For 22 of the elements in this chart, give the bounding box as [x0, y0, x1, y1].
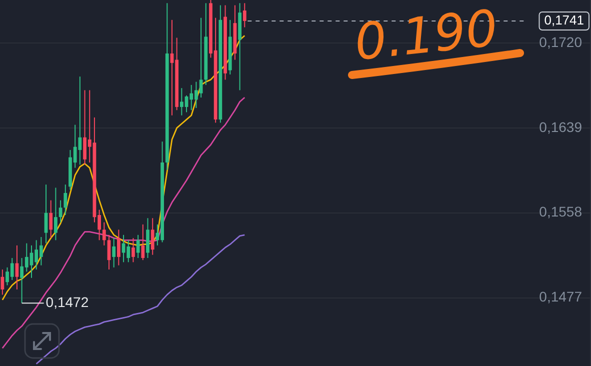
ref-line-label: 0,1741	[544, 12, 584, 28]
y-tick-label: 0,1558	[539, 204, 582, 220]
candlestick	[54, 187, 58, 241]
candlestick	[242, 2, 246, 28]
annotation: 0.190	[352, 0, 500, 72]
y-tick-label: 0,1639	[539, 118, 582, 135]
candlestick	[102, 222, 106, 246]
candlestick	[0, 269, 4, 296]
candlestick	[136, 234, 140, 258]
y-tick-label: 0,1720	[539, 34, 582, 50]
candlestick	[132, 238, 135, 263]
candlestick	[58, 200, 62, 223]
y-tick-label: 0,1477	[539, 288, 582, 305]
candlestick	[49, 200, 53, 239]
candlestick	[150, 218, 154, 256]
annotation: 0,1472	[46, 294, 89, 310]
candlestick	[116, 229, 120, 266]
candlestick	[15, 244, 19, 290]
candlestick	[112, 238, 116, 268]
candlestick	[64, 184, 68, 216]
candlestick	[146, 218, 150, 258]
candlestick	[141, 224, 145, 261]
